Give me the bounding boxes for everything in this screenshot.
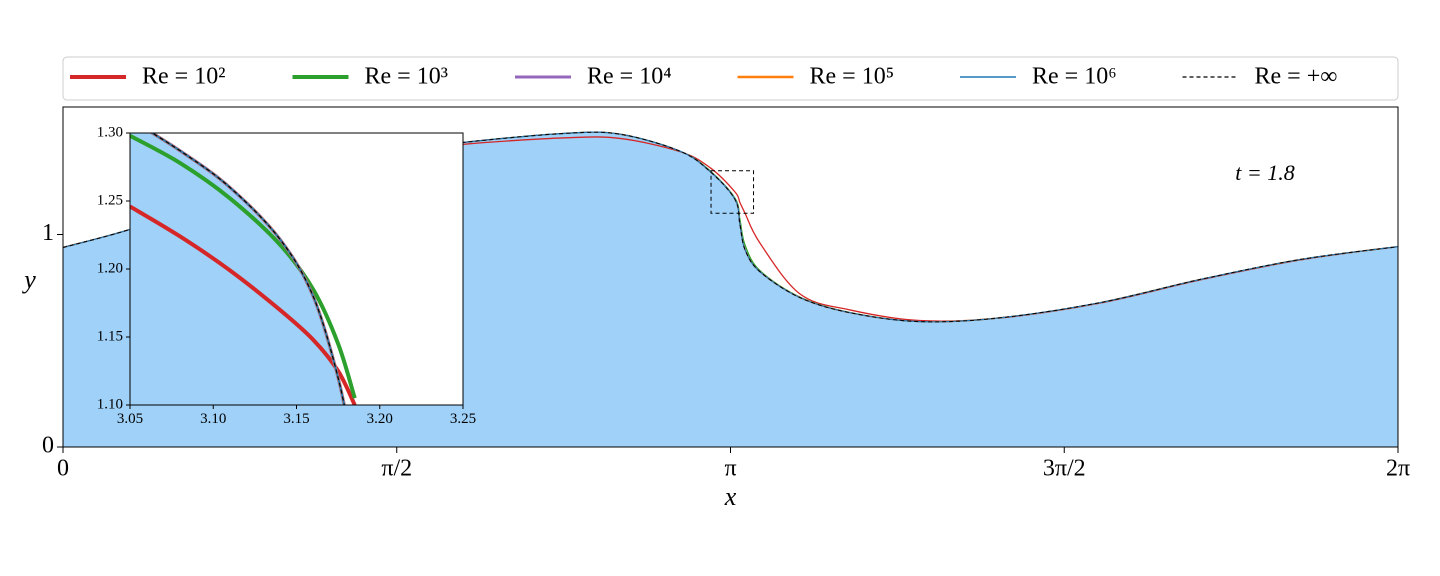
legend-label: Re = 10⁴	[587, 64, 672, 90]
series-line	[130, 204, 357, 405]
x-axis-label: x	[724, 482, 737, 511]
y-tick-label: 0	[42, 433, 54, 459]
y-tick-label: 1	[42, 220, 54, 246]
y-tick-label: 1.15	[97, 328, 123, 344]
x-tick-label: π	[724, 455, 736, 481]
x-tick-label: 3π/2	[1043, 455, 1086, 481]
y-tick-label: 1.20	[97, 260, 123, 276]
x-tick-label: 3.20	[367, 411, 393, 427]
area-fill	[130, 133, 345, 405]
x-tick-label: 3.05	[117, 411, 143, 427]
x-tick-label: 3.10	[200, 411, 226, 427]
y-tick-label: 1.25	[97, 192, 123, 208]
x-tick-label: 0	[57, 455, 69, 481]
legend-label: Re = 10²	[142, 64, 225, 90]
zoom-box	[710, 170, 755, 214]
plot: 3.05 3.10 3.15 3.20 3.25 1.10 1.15 1.20 1.25 1.30	[97, 124, 476, 427]
y-tick-label: 1.30	[97, 124, 123, 140]
legend-label: Re = 10⁶	[1032, 64, 1117, 90]
annotation: t = 1.8	[1235, 160, 1294, 185]
series-line	[130, 133, 357, 399]
legend-label: Re = 10⁵	[810, 64, 895, 90]
y-axis-label: y	[21, 265, 36, 294]
x-tick-label: 3.15	[283, 411, 309, 427]
plot-content	[130, 133, 357, 405]
y-tick-label: 1.10	[97, 396, 123, 412]
legend-box	[62, 56, 1399, 101]
legend-label: Re = +∞	[1255, 64, 1338, 90]
legend-label: Re = 10³	[365, 64, 448, 90]
series-line	[151, 133, 345, 405]
x-tick-label: π/2	[381, 455, 412, 481]
x-tick-label: 3.25	[450, 411, 476, 427]
x-tick-label: 2π	[1386, 455, 1410, 481]
